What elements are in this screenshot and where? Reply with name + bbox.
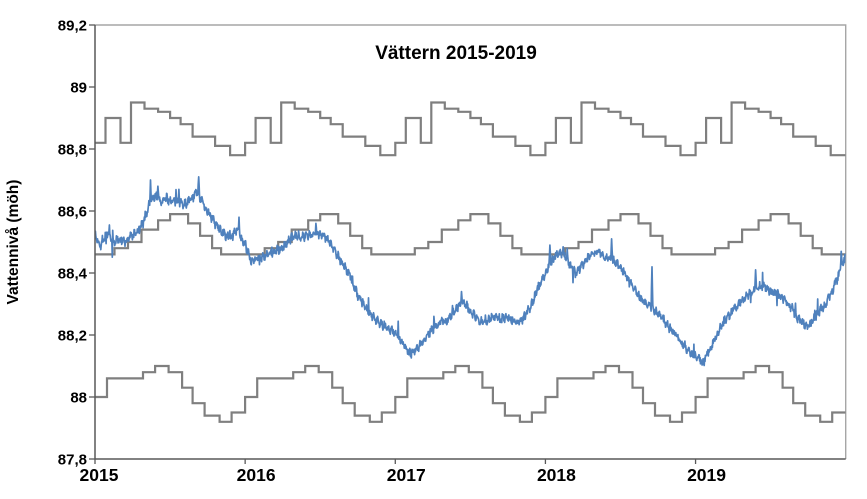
y-tick-label: 88,8: [58, 142, 87, 159]
x-tick-label: 2017: [387, 465, 426, 485]
plot-border: [95, 24, 847, 459]
mean-regulation-curve-line: [95, 213, 846, 256]
upper-regulation-limit-line: [95, 101, 846, 157]
x-tick-label: 2016: [237, 465, 276, 485]
y-tick-label: 89: [70, 80, 87, 97]
x-tick-label: 2015: [80, 465, 119, 485]
y-tick-label: 88: [70, 390, 87, 407]
x-tick-label: 2018: [537, 465, 576, 485]
y-tick-label: 88,2: [58, 328, 87, 345]
x-tick-label: 2019: [687, 465, 726, 485]
chart-title: Vättern 2015-2019: [375, 43, 537, 64]
y-tick-label: 88,6: [58, 204, 87, 221]
y-axis-title: Vattennivå (möh): [5, 180, 22, 305]
y-tick-label: 88,4: [58, 266, 88, 283]
y-axis-ticks: 87,8 88 88,2 88,4 88,6 88,8 89 89,2: [58, 18, 95, 469]
lower-regulation-limit-line: [95, 364, 846, 423]
x-axis-ticks: 2015 2016 2017 2018 2019: [80, 459, 726, 485]
y-tick-label: 89,2: [58, 18, 87, 35]
y-tick-label: 87,8: [58, 452, 87, 469]
water-level-line: [95, 176, 846, 367]
